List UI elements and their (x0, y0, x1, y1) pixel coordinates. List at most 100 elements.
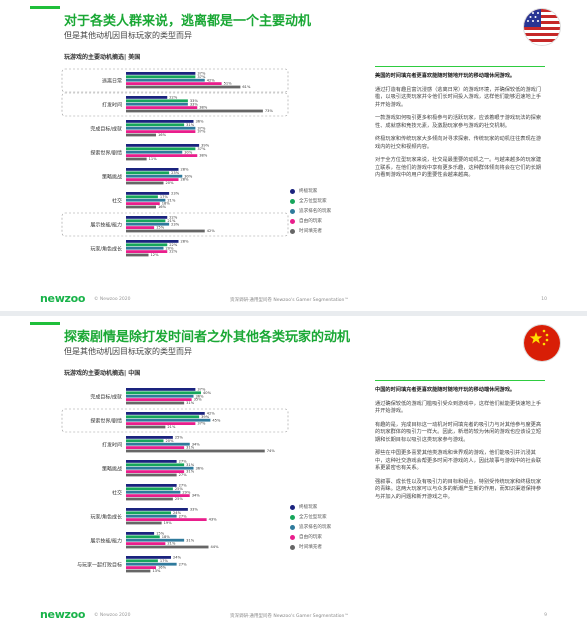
bar (126, 508, 188, 511)
category-label: 探索世界/剧情 (90, 150, 122, 157)
bar-value-label: 16% (158, 133, 167, 137)
legend-swatch (290, 188, 295, 194)
bar-value-label: 11% (149, 157, 158, 161)
bar (126, 460, 177, 463)
insight-paragraph: 强叙事、成长性以及有吸引力的目标和组合，特别受传统玩家和终极玩家的青睐。这两大玩… (375, 478, 542, 500)
bar-value-label: 42% (207, 229, 216, 233)
highlight-box (61, 68, 289, 93)
legend-label: 自由的玩家 (299, 219, 322, 224)
bar (126, 243, 168, 247)
bar (126, 473, 177, 477)
bar-value-label: 28% (181, 240, 190, 244)
bar (126, 449, 265, 453)
legend-swatch (290, 544, 295, 550)
bar-chart-china: 完成目标/成就37%40%36%35%31%探索世界/剧情42%39%45%37… (61, 388, 289, 573)
bar-value-label: 33% (190, 99, 199, 103)
bar-value-label: 43% (209, 518, 218, 522)
bar (126, 545, 209, 549)
bar (126, 542, 166, 545)
insight-paragraph: 通过打造有趣且富沉浸感（逃离日常）的游戏环境，并确保较低的游戏门槛，以吸引这类玩… (375, 86, 542, 108)
bar (126, 253, 149, 257)
bar-value-label: 34% (192, 494, 201, 498)
bar (126, 439, 164, 443)
bar (126, 484, 177, 487)
bar-value-label: 39% (201, 144, 210, 148)
bar (126, 394, 194, 398)
bar (126, 446, 185, 449)
category-label: 打发时间 (102, 442, 122, 449)
insight-paragraph: 有趣的是，完成目标这一动机对时间填充者的吸引力与对其他参与度更高的玩家群体的吸引… (375, 421, 542, 443)
bar (126, 494, 190, 497)
bar (126, 192, 170, 195)
bar (126, 436, 173, 439)
bar-value-label: 31% (186, 446, 195, 450)
bar-value-label: 37% (197, 388, 206, 392)
bar (126, 569, 151, 573)
insight-paragraph: 对于全方位型玩家来说，社交是最重要的动机之一。与越来越多的玩家建立联系，在他们的… (375, 157, 542, 179)
bar (126, 198, 166, 202)
bar-value-label: 22% (169, 250, 178, 254)
legend-swatch (290, 524, 295, 530)
legend-swatch (290, 218, 295, 224)
bar (126, 514, 177, 518)
bar-value-label: 22% (169, 96, 178, 100)
bar (126, 401, 185, 405)
bar (126, 82, 222, 85)
bar (126, 205, 156, 209)
bar (126, 532, 155, 535)
category-label: 探索世界/剧情 (90, 418, 122, 425)
bar (126, 246, 164, 250)
bar-value-label: 15% (156, 532, 165, 536)
bar-value-label: 33% (190, 508, 199, 512)
highlight-box (61, 92, 289, 117)
legend-item: 终极玩家 (290, 186, 331, 196)
copyright: © Newzoo 2020 (94, 613, 131, 618)
bar (126, 250, 168, 253)
bar-value-label: 31% (186, 463, 195, 467)
insight-paragraph: 中国的时间填充者更喜欢能随时随地开玩的移动端休闲游戏。 (375, 387, 516, 393)
bar (126, 538, 185, 542)
bar (126, 99, 188, 103)
chart-section-label: 玩游戏的主要动机摘选| 美国 (64, 54, 141, 61)
bar (126, 222, 170, 226)
bar-value-label: 37% (197, 75, 206, 79)
bar (126, 123, 185, 127)
bar (126, 562, 177, 566)
title-accent-bar (30, 322, 60, 325)
bar (126, 216, 168, 219)
bar-value-label: 18% (162, 535, 171, 539)
bar-value-label: 30% (184, 150, 193, 154)
legend-swatch (290, 198, 295, 204)
category-label: 玩家/角色成长 (90, 246, 122, 253)
bar (126, 521, 162, 525)
bar-value-label: 17% (160, 559, 169, 563)
legend-item: 终极玩家 (290, 502, 331, 512)
slide-subtitle: 但是其他动机因目标玩家的类型而异 (64, 31, 192, 40)
bar-value-label: 24% (173, 511, 182, 515)
category-label: 玩家/角色成长 (90, 514, 122, 521)
bar-value-label: 35% (194, 398, 203, 402)
bar (126, 398, 192, 401)
us-flag-icon (523, 8, 561, 46)
footer: newzoo © Newzoo 2020 资深调研·通用型问卷 Newzoo's… (0, 289, 587, 311)
category-label: 逃离日常 (102, 78, 122, 85)
legend-item: 追求排名的玩家 (290, 522, 331, 532)
bar-value-label: 28% (181, 178, 190, 182)
bar-value-label: 23% (171, 222, 180, 226)
newzoo-logo: newzoo (40, 292, 86, 305)
category-label: 策略挑战 (102, 466, 122, 473)
bar (126, 226, 155, 229)
legend-label: 追求排名的玩家 (299, 525, 332, 530)
title-accent-bar (30, 6, 60, 9)
bar-value-label: 39% (201, 415, 210, 419)
bar-value-label: 23% (171, 171, 180, 175)
bar-value-label: 40% (203, 391, 212, 395)
slide-title: 对于各类人群来说，逃离都是一个主要动机 (64, 14, 312, 29)
slide-title: 探索剧情是除打发时间者之外其他各类玩家的动机 (64, 330, 351, 345)
legend-swatch (290, 534, 295, 540)
bar (126, 463, 185, 467)
insight-paragraph: 美国的时间填充者更喜欢能随时随地开玩的移动端休闲游戏。 (375, 73, 516, 79)
bar-value-label: 16% (158, 205, 167, 209)
china-flag-icon (523, 324, 561, 362)
insight-panel: 美国的时间填充者更喜欢能随时随地开玩的移动端休闲游戏。通过打造有趣且富沉浸感（逃… (375, 66, 545, 186)
